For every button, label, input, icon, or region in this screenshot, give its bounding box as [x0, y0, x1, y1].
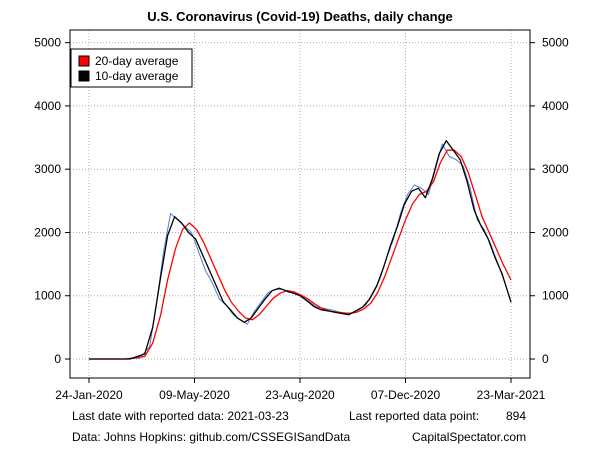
- x-tick-label: 24-Jan-2020: [55, 388, 123, 402]
- x-tick-label: 07-Dec-2020: [371, 388, 441, 402]
- legend-label: 10-day average: [95, 69, 179, 83]
- y-tick-label-right: 5000: [542, 36, 569, 50]
- series-line-daily-deaths: [89, 143, 512, 360]
- brand-label: CapitalSpectator.com: [412, 430, 527, 444]
- y-tick-label-left: 2000: [34, 225, 61, 239]
- y-tick-label-right: 1000: [542, 289, 569, 303]
- legend-swatch: [78, 55, 90, 67]
- chart-title: U.S. Coronavirus (Covid-19) Deaths, dail…: [147, 9, 453, 24]
- y-tick-label-right: 2000: [542, 225, 569, 239]
- x-tick-label: 09-May-2020: [159, 388, 230, 402]
- series-line-10-day-average: [89, 140, 512, 360]
- y-tick-label-right: 4000: [542, 99, 569, 113]
- y-tick-label-left: 0: [54, 352, 61, 366]
- y-tick-label-left: 1000: [34, 289, 61, 303]
- y-tick-label-left: 3000: [34, 162, 61, 176]
- y-tick-label-left: 5000: [34, 36, 61, 50]
- last-point-value: 894: [506, 409, 527, 423]
- x-tick-label: 23-Aug-2020: [265, 388, 335, 402]
- y-tick-label-right: 3000: [542, 162, 569, 176]
- y-tick-label-right: 0: [542, 352, 549, 366]
- legend-swatch: [78, 70, 90, 82]
- legend-label: 20-day average: [95, 54, 179, 68]
- last-point-label: Last reported data point:: [349, 409, 480, 423]
- series-line-20-day-average: [89, 149, 512, 360]
- legend-box: [70, 48, 193, 88]
- x-tick-label: 23-Mar-2021: [477, 388, 546, 402]
- source-label: Data: Johns Hopkins: github.com/CSSEGISa…: [72, 430, 351, 444]
- y-tick-label-left: 4000: [34, 99, 61, 113]
- last-date-label: Last date with reported data: 2021-03-23: [72, 409, 289, 423]
